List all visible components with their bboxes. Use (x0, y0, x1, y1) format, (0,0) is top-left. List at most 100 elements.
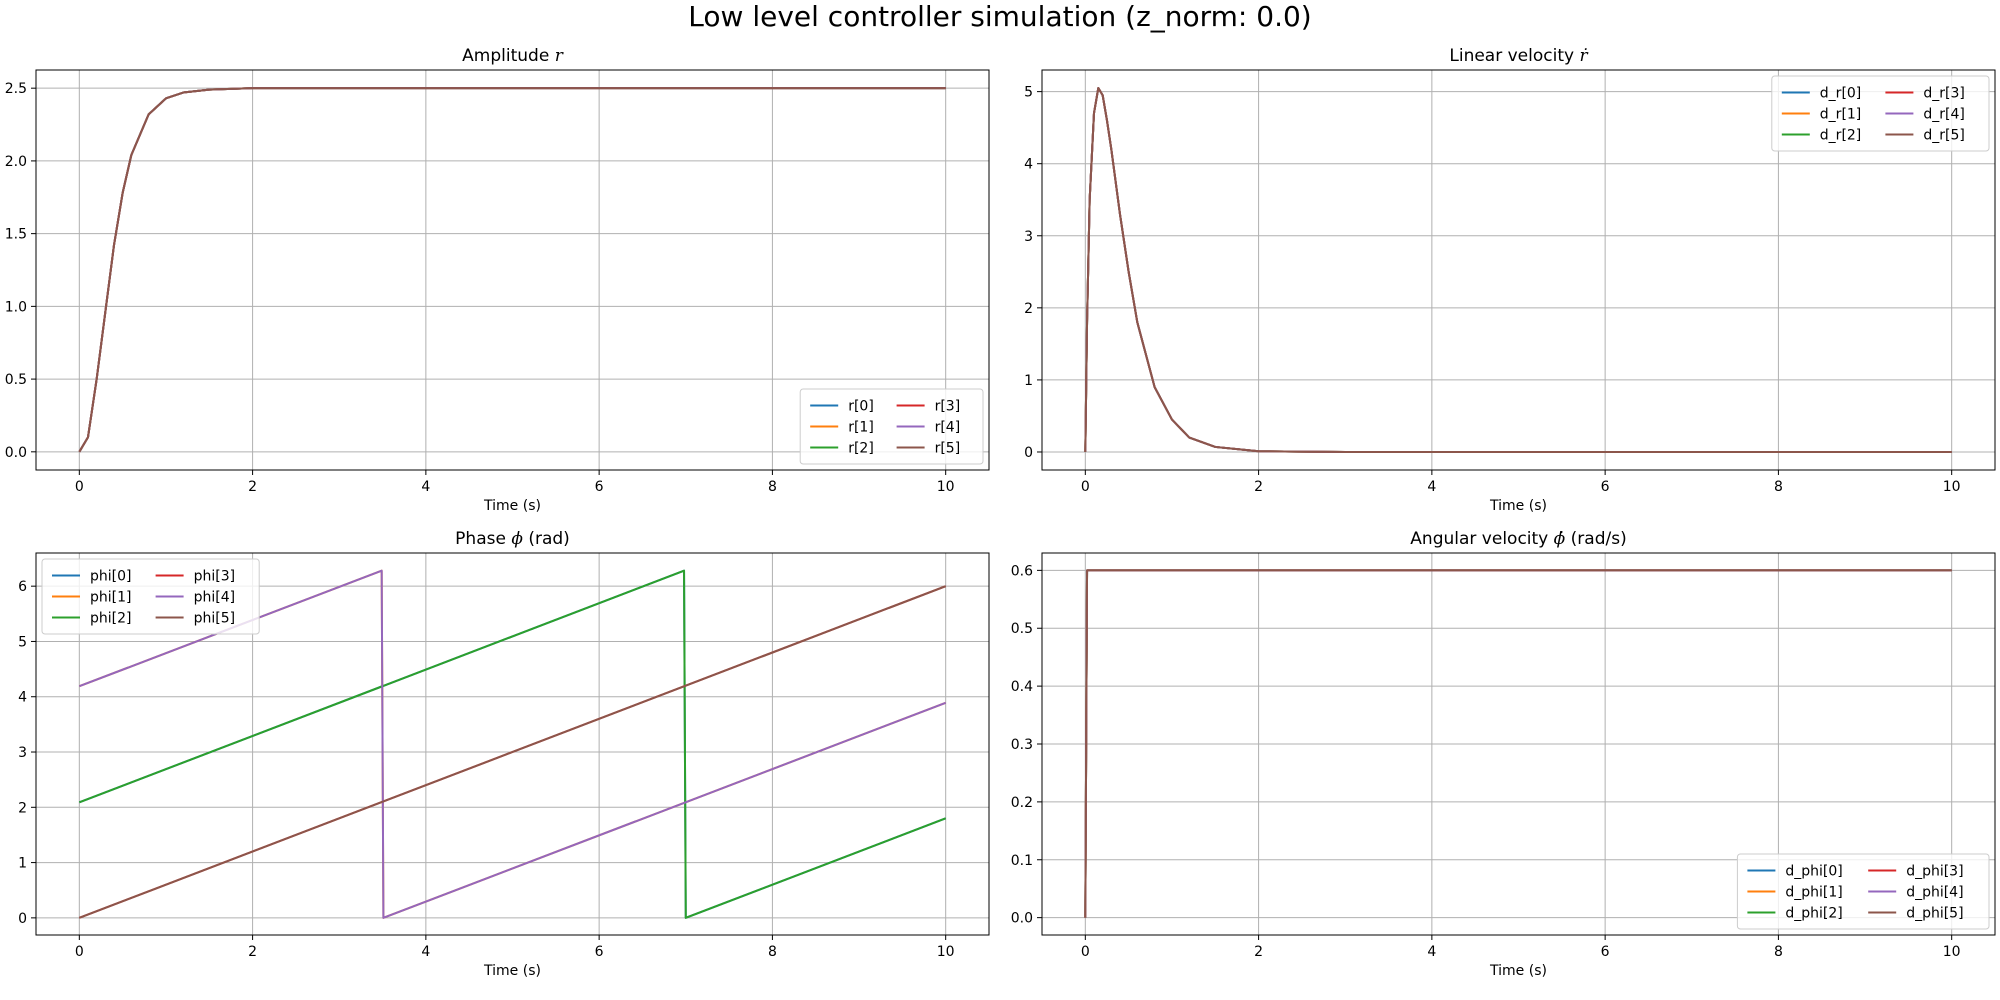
legend-entry: phi[2] (52, 611, 131, 627)
x-tick-label: 6 (595, 479, 604, 495)
legend-label: r[2] (848, 441, 874, 457)
x-tick-label: 2 (248, 479, 257, 495)
legend-entry: r[4] (896, 420, 961, 436)
series-line-phi[5] (78, 585, 947, 919)
x-tick-label: 8 (768, 479, 777, 495)
y-tick-label: 0.6 (1011, 563, 1033, 579)
y-tick-label: 1.5 (5, 227, 27, 243)
y-tick-label: 4 (18, 690, 27, 706)
x-tick-label: 2 (248, 944, 257, 960)
y-tick-label: 5 (18, 634, 27, 650)
y-tick-label: 5 (1024, 85, 1033, 101)
legend-label: r[5] (935, 441, 961, 457)
subplot-title-suffix: (rad/s) (1565, 529, 1626, 549)
subplots: Amplitude r0 2 4 6 8 100.00.51.01.52.02.5Time… (5, 46, 1996, 979)
y-tick-label: 2 (1024, 301, 1033, 317)
legend-entry: phi[0] (52, 569, 131, 585)
legend-label: phi[2] (90, 611, 131, 627)
x-tick-label: 4 (1427, 479, 1436, 495)
x-tick-label: 10 (937, 479, 955, 495)
legend-entry: r[2] (810, 441, 874, 457)
x-axis-label: Time (s) (483, 498, 541, 514)
legend-entry: d_r[0] (1781, 86, 1861, 102)
legend-entry: phi[3] (155, 569, 235, 585)
y-tick-label: 0.1 (1011, 853, 1033, 869)
x-tick-label: 6 (595, 944, 604, 960)
subplot-title: Amplitude r (462, 46, 564, 66)
legend-box (41, 558, 260, 635)
legend-entry: d_r[1] (1781, 107, 1861, 123)
legend-entry: d_r[5] (1885, 128, 1965, 144)
legend-label: r[0] (848, 399, 874, 415)
legend-entry: phi[1] (52, 590, 131, 606)
legend-label: phi[0] (90, 569, 131, 585)
axes-frame (1041, 69, 1996, 471)
x-tick-label: 4 (421, 479, 430, 495)
legend-entry: d_r[4] (1885, 107, 1965, 123)
y-tick-label: 0.5 (1011, 621, 1033, 637)
series-line-d_r[5] (1084, 87, 1952, 453)
legend-label: d_phi[2] (1785, 906, 1842, 922)
figure-title: Low level controller simulation (z_norm:… (688, 0, 1311, 33)
subplot-title: Angular velocity ϕ̇ (rad/s) (1410, 529, 1626, 549)
subplot-title-symbol: ϕ̇ (1554, 529, 1566, 549)
subplot-title-text: Angular velocity (1410, 529, 1553, 549)
y-tick-label: 1 (1024, 373, 1033, 389)
y-tick-label: 3 (1024, 229, 1033, 245)
series-group (78, 87, 946, 453)
subplot-phase: Phase ϕ (rad) 0 2 4 6 8 10 0 1 2 3 4 5 6 Time (s) phi[0… (18, 529, 990, 979)
y-tick-label: 0 (1024, 445, 1033, 461)
subplot-title-text: Phase (455, 529, 511, 549)
y-tick-label: 2.0 (5, 154, 27, 170)
legend-label: d_phi[4] (1906, 885, 1963, 901)
legend-label: d_r[5] (1923, 128, 1964, 144)
legend-entry: d_phi[3] (1868, 864, 1964, 880)
x-tick-label: 6 (1601, 944, 1610, 960)
y-tick-label: 0.0 (1011, 911, 1033, 927)
x-tick-label: 0 (1081, 479, 1090, 495)
x-tick-label: 0 (75, 479, 84, 495)
axes-frame (35, 69, 990, 471)
legend-label: d_phi[0] (1785, 864, 1842, 880)
legend-entry: d_phi[5] (1868, 906, 1964, 922)
legend-box (1736, 853, 1990, 930)
legend-label: phi[5] (194, 611, 235, 627)
axes-frame (35, 552, 990, 936)
x-axis-label: Time (s) (1489, 963, 1547, 979)
x-tick-label: 8 (1774, 479, 1783, 495)
legend-box (1771, 75, 1990, 152)
x-tick-label: 0 (1081, 944, 1090, 960)
subplot-title: Linear velocity ṙ (1449, 46, 1588, 66)
series-group (1084, 569, 1952, 918)
subplot-title-text: Linear velocity (1449, 46, 1579, 66)
legend: r[0] r[1] r[2] r[3] r[4] r[5] (799, 388, 984, 465)
legend-label: d_r[4] (1923, 107, 1964, 123)
legend-box (799, 388, 984, 465)
x-tick-label: 4 (1427, 944, 1436, 960)
x-tick-label: 8 (768, 944, 777, 960)
legend-label: d_r[3] (1923, 86, 1964, 102)
x-tick-label: 10 (1943, 944, 1961, 960)
y-tick-label: 6 (18, 579, 27, 595)
legend-label: d_phi[1] (1785, 885, 1842, 901)
legend-label: r[4] (935, 420, 961, 436)
subplot-linear_velocity: Linear velocity ṙ 0 2 4 6 8 10 0 1 2 3 4 5 Time (s) d_… (1024, 46, 1996, 514)
subplot-title-suffix: (rad) (523, 529, 570, 549)
legend-label: phi[4] (194, 590, 235, 606)
legend: d_phi[0] d_phi[1] d_phi[2] d_phi[3] d_phi[4]… (1736, 853, 1990, 930)
x-tick-label: 2 (1254, 479, 1263, 495)
y-tick-label: 2 (18, 800, 27, 816)
y-tick-label: 0 (18, 911, 27, 927)
y-tick-label: 0.3 (1011, 737, 1033, 753)
y-tick-label: 2.5 (5, 81, 27, 97)
legend-entry: d_phi[1] (1747, 885, 1843, 901)
series-group (1084, 87, 1952, 453)
legend-label: d_r[2] (1820, 128, 1861, 144)
y-tick-label: 0.4 (1011, 679, 1033, 695)
x-tick-label: 4 (421, 944, 430, 960)
legend-label: phi[3] (194, 569, 235, 585)
legend-entry: d_r[3] (1885, 86, 1965, 102)
legend-label: r[3] (935, 399, 961, 415)
